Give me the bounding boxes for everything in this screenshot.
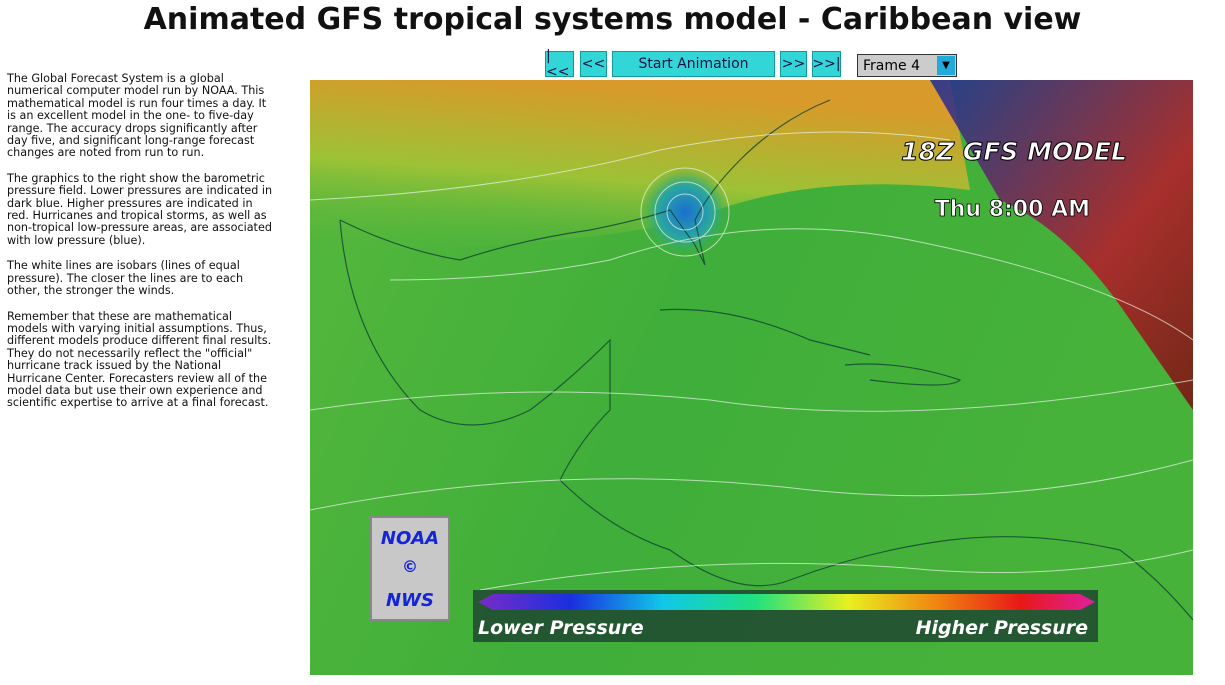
last-frame-button[interactable]: >>| (812, 51, 841, 77)
logo-middle: © (402, 557, 418, 576)
first-frame-button[interactable]: |<< (545, 48, 574, 80)
isobars (310, 131, 1193, 591)
frame-value: Frame 4 (863, 58, 920, 74)
logo-box (370, 516, 450, 621)
page-title: Animated GFS tropical systems model - Ca… (143, 2, 1082, 37)
legend-high-label: Higher Pressure (916, 617, 1089, 639)
paragraph: Remember that these are mathematical mod… (7, 309, 272, 410)
dropdown-arrow: ▼ (937, 56, 955, 75)
model-label: 18Z GFS MODEL (901, 137, 1127, 166)
next-frame-button[interactable]: >> (780, 51, 807, 77)
pressure-legend: Lower Pressure Higher Pressure (473, 590, 1098, 642)
pressure-map: 18Z GFS MODEL Thu 8:00 AM NOAA © NWS Low… (310, 80, 1193, 675)
start-animation-button[interactable]: Start Animation (612, 51, 775, 77)
north-region (310, 80, 970, 250)
legend-low-label: Lower Pressure (478, 617, 644, 639)
frame-select[interactable]: Frame 4 ▼ (857, 54, 957, 77)
noaa-logo: NOAA © NWS (370, 516, 450, 621)
description: The Global Forecast System is a global n… (7, 72, 275, 423)
corner-graphic (930, 80, 1193, 410)
prev-frame-button[interactable]: << (580, 51, 607, 77)
logo-bottom: NWS (386, 590, 434, 611)
paragraph: The white lines are isobars (lines of eq… (7, 259, 244, 298)
low-pressure-center (640, 167, 730, 257)
paragraph: The graphics to the right show the barom… (7, 171, 273, 247)
legend-colorbar (478, 594, 1095, 610)
coastlines (339, 99, 1193, 621)
logo-top: NOAA (381, 528, 439, 549)
paragraph: The Global Forecast System is a global n… (7, 72, 267, 160)
time-label: Thu 8:00 AM (935, 197, 1090, 222)
